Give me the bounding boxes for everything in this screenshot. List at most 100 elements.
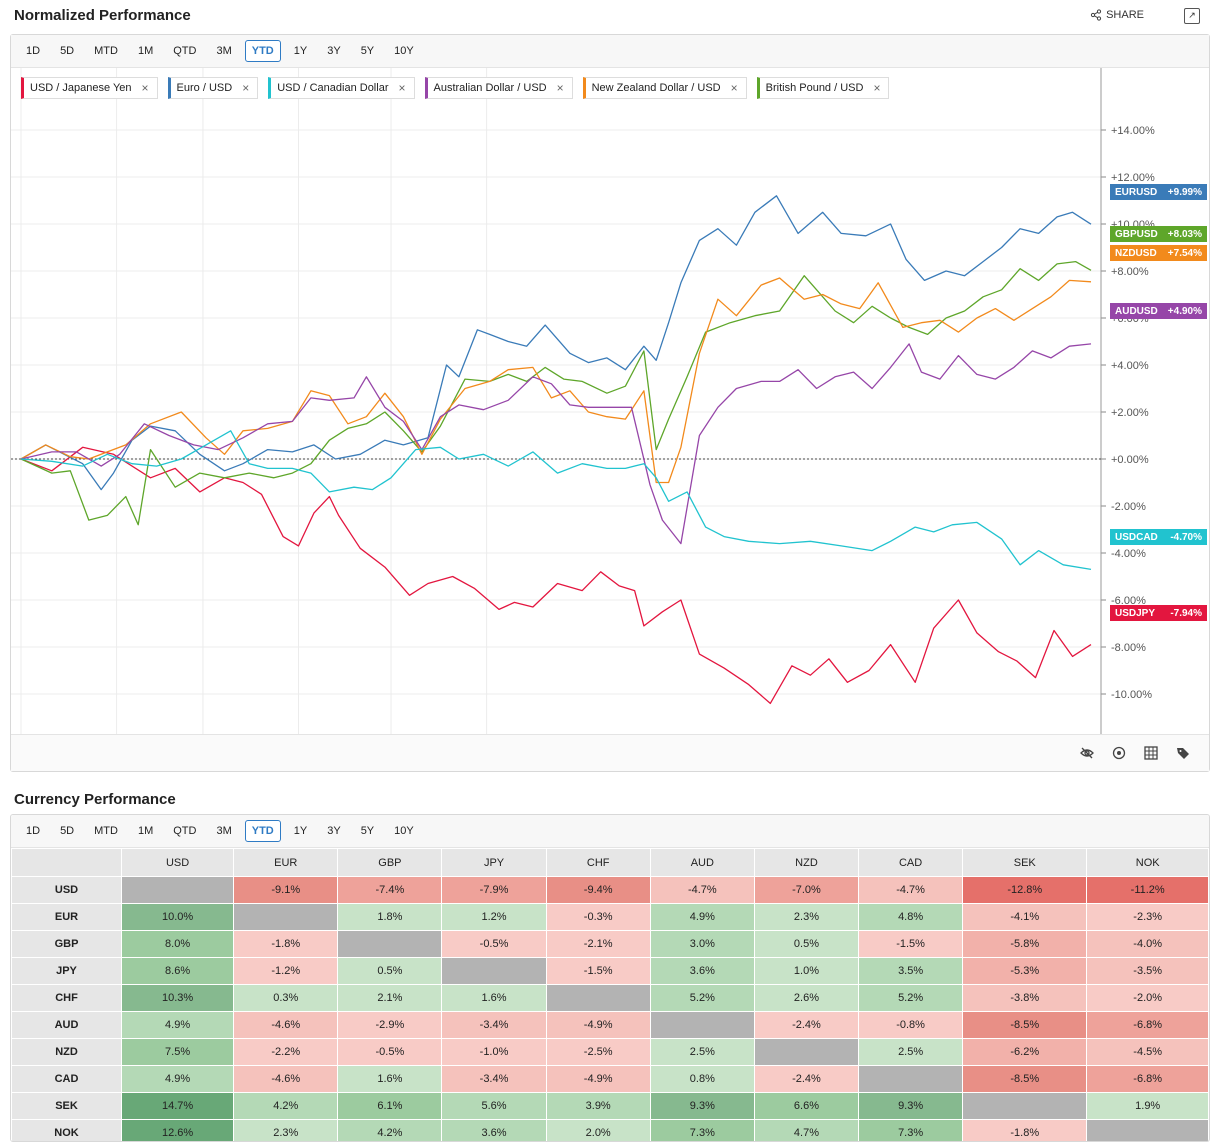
performance-cell: 4.7% (753, 1119, 860, 1141)
diagonal-cell (1086, 1119, 1209, 1141)
legend-label: USD / Japanese Yen (30, 82, 132, 94)
diagonal-cell (233, 903, 339, 931)
range-button-3m[interactable]: 3M (216, 45, 232, 57)
value-tag-gbpusd: GBPUSD +8.03% (1110, 226, 1207, 242)
performance-cell: 2.3% (233, 1119, 339, 1141)
performance-cell: -12.8% (962, 876, 1088, 904)
table-row: NOK 12.6% 2.3% 4.2% 3.6% 2.0% 7.3% 4.7% 7.3% -1.8… (11, 1119, 1209, 1141)
performance-cell: 4.9% (120, 1011, 235, 1039)
share-button[interactable]: SHARE (1090, 9, 1144, 21)
range-button-10y[interactable]: 10Y (394, 825, 414, 837)
series-line-eurusd[interactable] (20, 195, 1092, 491)
value-tag-symbol: EURUSD (1115, 186, 1158, 198)
performance-cell: -4.0% (1086, 930, 1209, 958)
popout-icon[interactable]: ↗ (1184, 8, 1200, 24)
performance-cell: 1.0% (753, 957, 860, 985)
range-button-ytd[interactable]: YTD (244, 820, 281, 842)
row-header: AUD (11, 1011, 122, 1039)
legend-item[interactable]: USD / Canadian Dollar × (268, 77, 415, 99)
chart-toolbar (11, 734, 1209, 771)
legend-item[interactable]: Euro / USD × (167, 77, 259, 99)
legend-item[interactable]: British Pound / USD × (756, 77, 890, 99)
range-button-1m[interactable]: 1M (137, 825, 154, 837)
range-button-10y[interactable]: 10Y (394, 45, 414, 57)
performance-cell: 2.0% (545, 1119, 651, 1141)
range-button-5d[interactable]: 5D (60, 45, 75, 57)
series-line-gbpusd[interactable] (20, 260, 1092, 526)
hide-icon[interactable] (1079, 745, 1095, 761)
currency-performance-title: Currency Performance (14, 791, 176, 808)
performance-cell: 1.9% (1086, 1092, 1209, 1120)
remove-series-icon[interactable]: × (730, 81, 738, 95)
legend-item[interactable]: Australian Dollar / USD × (424, 77, 573, 99)
range-button-1y[interactable]: 1Y (293, 825, 308, 837)
range-button-qtd[interactable]: QTD (173, 45, 197, 57)
range-button-3y[interactable]: 3Y (327, 825, 341, 837)
range-button-1d[interactable]: 1D (26, 825, 41, 837)
performance-cell: 0.5% (753, 930, 860, 958)
range-button-1y[interactable]: 1Y (293, 45, 308, 57)
series-line-nzdusd[interactable] (20, 277, 1092, 484)
range-button-1d[interactable]: 1D (26, 45, 41, 57)
performance-cell: 4.2% (233, 1092, 339, 1120)
range-button-3m[interactable]: 3M (216, 825, 232, 837)
table-row: CHF 10.3% 0.3% 2.1% 1.6% 5.2% 2.6% 5.2% -3.8% -2.… (11, 984, 1209, 1012)
performance-cell: 3.9% (545, 1092, 651, 1120)
performance-cell: 5.2% (858, 984, 964, 1012)
series-line-usdcad[interactable] (20, 430, 1092, 571)
diagonal-cell (962, 1092, 1088, 1120)
legend-item[interactable]: New Zealand Dollar / USD × (582, 77, 747, 99)
remove-series-icon[interactable]: × (141, 81, 149, 95)
performance-cell: 4.9% (649, 903, 755, 931)
performance-cell: 9.3% (858, 1092, 964, 1120)
performance-cell: -2.1% (545, 930, 651, 958)
performance-cell: 1.6% (441, 984, 547, 1012)
performance-cell: -6.8% (1086, 1065, 1209, 1093)
range-button-1m[interactable]: 1M (137, 45, 154, 57)
remove-series-icon[interactable]: × (873, 81, 881, 95)
diagonal-cell (545, 984, 651, 1012)
series-line-audusd[interactable] (20, 343, 1092, 545)
y-tick-label: +12.00% (1111, 172, 1155, 184)
performance-cell: -6.8% (1086, 1011, 1209, 1039)
performance-cell: 2.5% (649, 1038, 755, 1066)
performance-cell: -9.4% (545, 876, 651, 904)
row-header: JPY (11, 957, 122, 985)
range-button-mtd[interactable]: MTD (94, 45, 118, 57)
performance-cell: -2.4% (753, 1065, 860, 1093)
performance-cell: -1.0% (441, 1038, 547, 1066)
range-button-qtd[interactable]: QTD (173, 825, 197, 837)
performance-cell: 4.8% (858, 903, 964, 931)
performance-cell: 2.6% (753, 984, 860, 1012)
performance-cell: 3.0% (649, 930, 755, 958)
legend-item[interactable]: USD / Japanese Yen × (21, 77, 158, 99)
tag-icon[interactable] (1175, 745, 1191, 761)
remove-series-icon[interactable]: × (242, 81, 250, 95)
range-button-5y[interactable]: 5Y (360, 825, 375, 837)
performance-cell: -4.6% (233, 1065, 339, 1093)
series-line-usdjpy[interactable] (20, 446, 1092, 705)
row-header: GBP (11, 930, 122, 958)
remove-series-icon[interactable]: × (398, 81, 406, 95)
performance-cell: -4.7% (858, 876, 964, 904)
performance-cell: -4.9% (545, 1065, 651, 1093)
range-button-5y[interactable]: 5Y (360, 45, 375, 57)
performance-cell: 0.8% (649, 1065, 755, 1093)
range-button-ytd[interactable]: YTD (244, 40, 281, 62)
remove-series-icon[interactable]: × (556, 81, 564, 95)
performance-cell: -3.4% (441, 1011, 547, 1039)
performance-cell: 5.6% (441, 1092, 547, 1120)
range-button-3y[interactable]: 3Y (327, 45, 341, 57)
range-button-mtd[interactable]: MTD (94, 825, 118, 837)
range-button-5d[interactable]: 5D (60, 825, 75, 837)
legend-label: British Pound / USD (765, 82, 864, 94)
chart-panel: 1D 5D MTD 1M QTD 3M YTD 1Y 3Y 5Y 10Y +14.00% +12.00… (10, 34, 1210, 772)
value-tag-value: +9.99% (1167, 186, 1202, 198)
grid-icon[interactable] (1143, 745, 1159, 761)
share-label: SHARE (1106, 9, 1144, 21)
currency-performance-panel: 1D 5D MTD 1M QTD 3M YTD 1Y 3Y 5Y 10Y USD EUR GBP JPY C… (10, 814, 1210, 1142)
reset-icon[interactable] (1111, 745, 1127, 761)
table-row: SEK 14.7% 4.2% 6.1% 5.6% 3.9% 9.3% 6.6% 9.3% 1.9% (11, 1092, 1209, 1120)
y-tick-label: -4.00% (1111, 548, 1146, 560)
row-header: CAD (11, 1065, 122, 1093)
